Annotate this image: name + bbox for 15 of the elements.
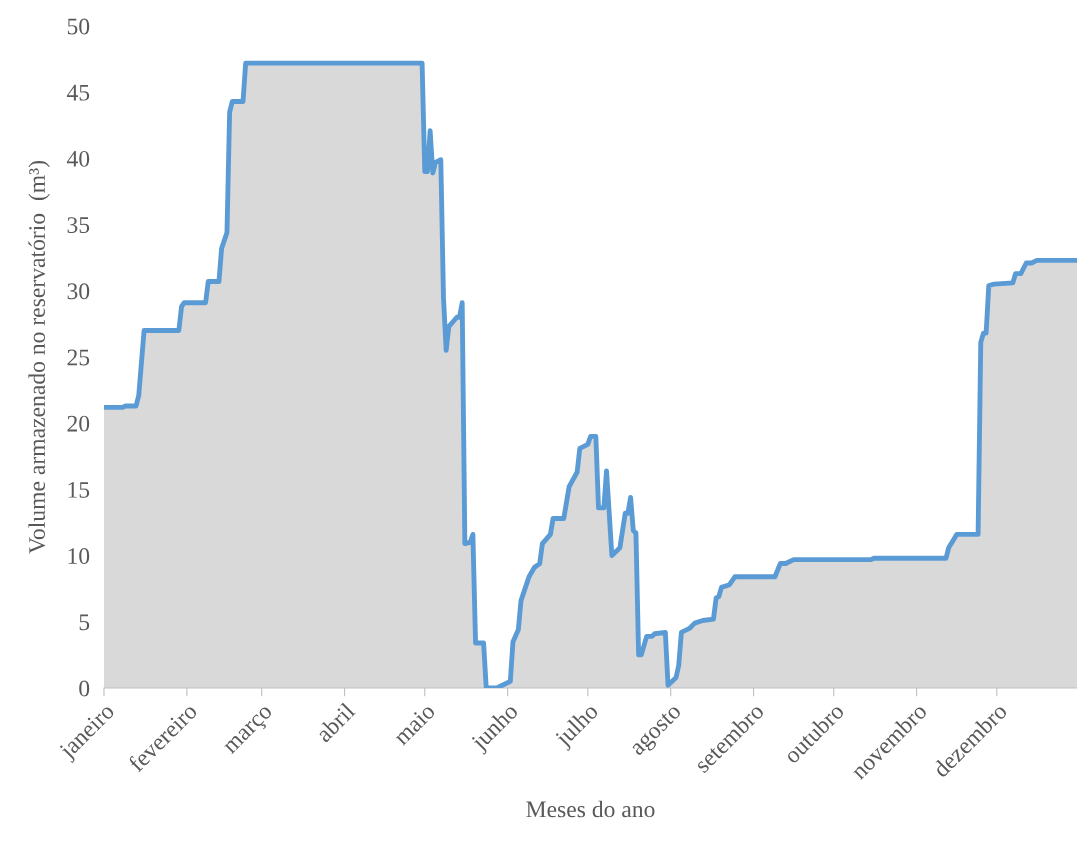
- y-tick-label: 5: [79, 614, 90, 631]
- y-tick-label: 50: [67, 18, 90, 35]
- y-tick-label: 0: [79, 680, 90, 697]
- y-tick-label: 10: [68, 548, 90, 565]
- x-tick-label: maio: [392, 702, 436, 746]
- y-axis-title: Volume armazenado no reservatório (m³): [28, 160, 50, 554]
- x-tick-label: abril: [314, 701, 356, 743]
- x-axis-title: Meses do ano: [526, 800, 655, 818]
- y-tick-label: 45: [66, 84, 90, 101]
- y-tick-label: 30: [67, 283, 90, 300]
- y-tick-label: 35: [67, 217, 90, 234]
- y-tick-label: 20: [67, 415, 90, 432]
- y-tick-label: 40: [66, 150, 90, 167]
- y-tick-label: 25: [67, 349, 90, 366]
- y-tick-label: 15: [68, 482, 90, 498]
